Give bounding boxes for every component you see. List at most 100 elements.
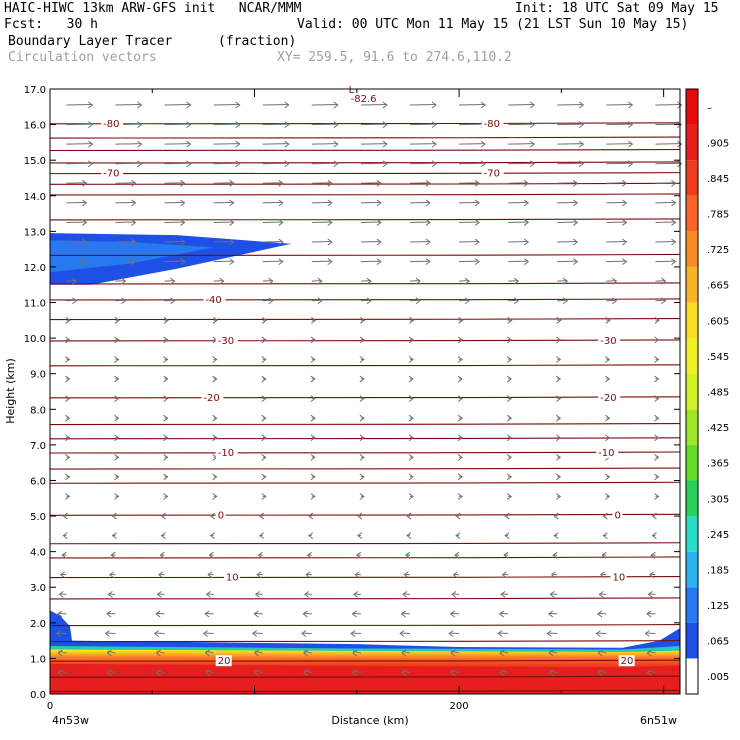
wind-vector-head [261,453,267,461]
wind-vector-head [450,669,456,677]
wind-vector-head [114,414,120,422]
y-tick-label: 16.0 [24,121,46,132]
wind-vector-head [163,414,169,422]
wind-vector-head [402,590,408,598]
wind-vector-head [109,571,115,579]
colorbar-label: .725 [707,245,729,256]
wind-vector-head [333,160,339,168]
wind-vector-head [408,375,414,383]
wind-vector-head [556,336,562,344]
contour-label-layer: -82.6L -80 -80 -70 -70 -40 -30 -30 -20 -20 -10 -10 0… [101,85,635,667]
wind-vector [262,162,289,165]
wind-vector-head [317,297,323,305]
wind-vector-head [131,179,137,187]
wind-vector-head [622,219,628,226]
wind-vector [450,670,460,674]
wind-vector-head [499,649,505,657]
wind-vector [66,221,87,223]
wind-vector [606,162,633,165]
wind-vector [66,260,87,263]
y-axis-label: Height (km) [4,358,17,424]
wind-vector [557,280,568,282]
wind-vector-head [114,434,120,442]
colorbar-label: .665 [707,281,729,292]
wind-vector-head [654,395,660,403]
wind-vector [115,182,136,184]
wind-vector-head [137,140,143,148]
contour-line [49,689,681,692]
wind-vector-head [605,434,611,442]
y-tick-label: 6.0 [30,476,46,487]
wind-vector-head [258,532,265,540]
vector-title: Circulation vectors [8,50,157,65]
circulation-vector-layer [55,101,683,677]
wind-vector [352,612,361,615]
wind-vector-head [457,375,463,383]
wind-vector [213,201,234,204]
wind-vector [66,182,87,184]
wind-vector [115,221,136,223]
wind-vector-head [529,140,536,148]
wind-vector-head [212,473,218,481]
wind-vector [409,182,431,184]
colorbar-label: .785 [707,210,729,221]
wind-vector-head [252,630,258,637]
wind-vector [606,260,627,263]
wind-vector-head [425,258,431,266]
wind-vector-head [57,649,63,657]
contour-line [49,640,681,643]
wind-vector [557,201,578,204]
contour-line [49,298,681,301]
wind-vector-head [261,434,267,442]
wind-vector-head [114,453,120,461]
wind-vector-head [163,434,169,442]
wind-vector [557,104,584,106]
y-tick-label: 12.0 [24,263,46,274]
wind-vector-head [513,277,520,285]
wind-vector-head [503,551,509,559]
wind-vector-head [622,199,628,207]
wind-vector-head [72,297,78,305]
wind-vector [597,612,607,615]
wind-vector [360,280,371,282]
wind-vector-head [121,297,127,305]
wind-vector-head [310,375,316,383]
wind-vector [409,104,437,106]
wind-vector-head [253,610,259,618]
wind-vector [105,632,116,634]
wind-vector-head [311,316,317,324]
wind-vector-head [114,316,120,324]
wind-vector-head [506,414,513,422]
wind-vector-head [278,179,284,187]
wind-vector [303,650,312,654]
wind-vector-head [408,473,414,481]
contour-line [49,437,681,440]
wind-vector-head [278,219,284,226]
wind-vector-head [408,434,414,442]
wind-vector-head [646,669,652,677]
wind-vector-head [302,669,309,677]
temperature-contour-layer [49,122,681,692]
wind-vector-head [284,121,290,128]
wind-vector-head [408,414,414,422]
wind-vector-head [257,551,263,559]
wind-vector [352,670,362,674]
wind-vector-head [548,669,554,677]
contour-label-bg [215,447,238,458]
wind-vector-head [111,532,117,540]
contour-line [49,481,681,484]
wind-vector [311,162,338,165]
wind-vector-head [310,434,316,442]
wind-vector [66,201,87,204]
wind-vector-head [644,630,650,637]
wind-vector [655,241,676,243]
wind-vector-head [333,140,339,148]
colorbar-label: .485 [707,388,729,399]
field-units: (fraction) [218,34,297,49]
wind-vector-head [114,493,120,500]
wind-vector [66,143,93,145]
wind-vector [557,182,578,184]
wind-vector-head [355,551,362,559]
wind-vector-head [555,493,562,500]
